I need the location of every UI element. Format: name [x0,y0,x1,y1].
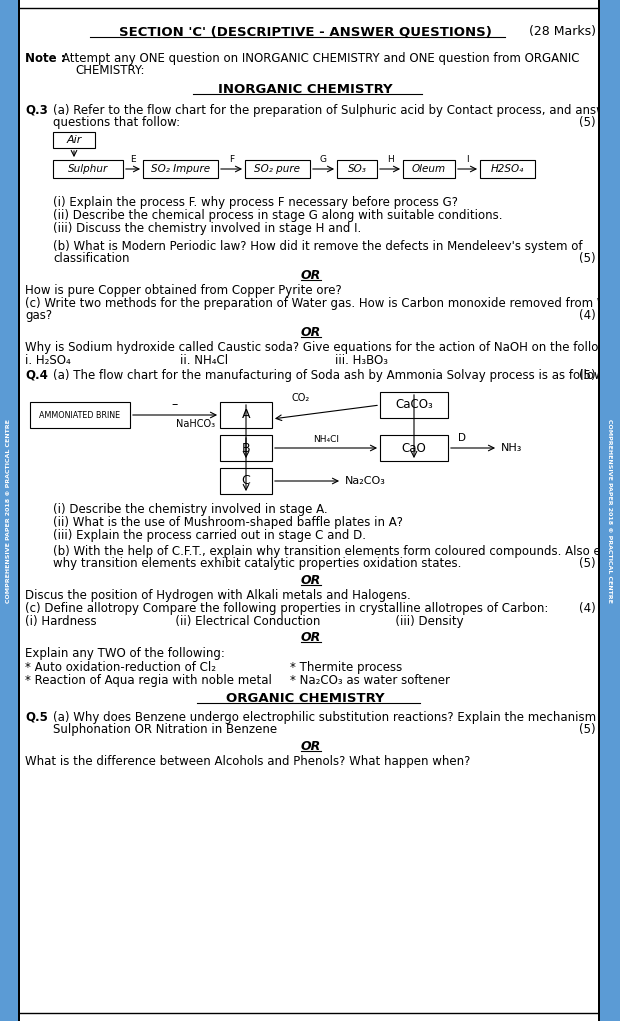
Bar [53,160,123,178]
Text: Why is Sodium hydroxide called Caustic soda? Give equations for the action of Na: Why is Sodium hydroxide called Caustic s… [25,341,620,354]
Bar [480,160,535,178]
Text: NH₃: NH₃ [501,443,523,453]
Text: CaCO₃: CaCO₃ [395,398,433,411]
Bar [18,0,20,1021]
Text: OR: OR [300,740,321,753]
Text: Air: Air [66,135,82,145]
Text: why transition elements exhibit catalytic properties oxidation states.: why transition elements exhibit catalyti… [53,557,461,570]
Text: Q.3: Q.3 [25,104,48,117]
Text: (5): (5) [579,723,596,736]
Text: OR: OR [300,269,321,282]
Text: CO₂: CO₂ [292,393,310,403]
Text: OR: OR [300,574,321,587]
Text: AMMONIATED BRINE: AMMONIATED BRINE [40,410,120,420]
Text: Explain any TWO of the following:: Explain any TWO of the following: [25,647,225,660]
Text: (4): (4) [579,602,596,615]
Text: ORGANIC CHEMISTRY: ORGANIC CHEMISTRY [226,692,384,704]
Text: classification: classification [53,252,130,265]
Text: (a) Refer to the flow chart for the preparation of Sulphuric acid by Contact pro: (a) Refer to the flow chart for the prep… [53,104,620,117]
Bar [220,402,272,428]
Bar [30,402,130,428]
Text: * Thermite process: * Thermite process [290,661,402,674]
Text: * Na₂CO₃ as water softener: * Na₂CO₃ as water softener [290,674,450,687]
Text: iii. H₃BO₃: iii. H₃BO₃ [335,354,388,367]
Text: (i) Describe the chemistry involved in stage A.: (i) Describe the chemistry involved in s… [53,503,327,516]
Text: (5): (5) [579,557,596,570]
Text: Na₂CO₃: Na₂CO₃ [345,476,386,486]
Text: C: C [242,475,250,487]
Text: (4): (4) [579,309,596,322]
Text: (b) With the help of C.F.T., explain why transition elements form coloured compo: (b) With the help of C.F.T., explain why… [53,545,620,558]
Text: –: – [172,398,178,411]
Text: questions that follow:: questions that follow: [53,116,180,129]
Bar [143,160,218,178]
Text: Oleum: Oleum [412,164,446,174]
Text: (5): (5) [579,252,596,265]
Text: H2SO₄: H2SO₄ [491,164,524,174]
Text: Q.5: Q.5 [25,711,48,724]
Text: H: H [387,155,393,164]
Text: A: A [242,408,250,422]
Text: NH₄Cl: NH₄Cl [313,435,339,444]
Text: Q.4: Q.4 [25,369,48,382]
Text: Note :: Note : [25,52,66,65]
Text: Sulphur: Sulphur [68,164,108,174]
Text: F: F [229,155,234,164]
Text: i. H₂SO₄: i. H₂SO₄ [25,354,71,367]
Text: * Reaction of Aqua regia with noble metal: * Reaction of Aqua regia with noble meta… [25,674,272,687]
Text: (iii) Discuss the chemistry involved in stage H and I.: (iii) Discuss the chemistry involved in … [53,222,361,235]
Bar [600,0,620,1021]
Text: (i) Explain the process F. why process F necessary before process G?: (i) Explain the process F. why process F… [53,196,458,209]
Bar [337,160,377,178]
Text: (5): (5) [579,116,596,129]
Bar [380,435,448,461]
Text: ii. NH₄Cl: ii. NH₄Cl [180,354,228,367]
Text: SO₃: SO₃ [348,164,366,174]
Text: * Auto oxidation-reduction of Cl₂: * Auto oxidation-reduction of Cl₂ [25,661,216,674]
Text: (5): (5) [579,369,596,382]
Bar [220,435,272,461]
Text: CHEMISTRY:: CHEMISTRY: [75,64,144,77]
Text: Attempt any ONE question on INORGANIC CHEMISTRY and ONE question from ORGANIC: Attempt any ONE question on INORGANIC CH… [62,52,580,65]
Text: COMPREHENSIVE PAPER 2018 © PRACTICAL CENTRE: COMPREHENSIVE PAPER 2018 © PRACTICAL CEN… [6,419,12,603]
Bar [53,132,95,148]
Text: I: I [466,155,469,164]
Text: Discus the position of Hydrogen with Alkali metals and Halogens.: Discus the position of Hydrogen with Alk… [25,589,410,602]
Text: Sulphonation OR Nitration in Benzene: Sulphonation OR Nitration in Benzene [53,723,277,736]
Bar [245,160,310,178]
Text: (i) Hardness                     (ii) Electrical Conduction                    (: (i) Hardness (ii) Electrical Conduction … [25,615,464,628]
Text: COMPREHENSIVE PAPER 2018 © PRACTICAL CENTRE: COMPREHENSIVE PAPER 2018 © PRACTICAL CEN… [606,419,611,603]
Text: (ii) Describe the chemical process in stage G along with suitable conditions.: (ii) Describe the chemical process in st… [53,209,502,222]
Bar [403,160,455,178]
Text: gas?: gas? [25,309,52,322]
Text: (28 Marks): (28 Marks) [529,26,596,39]
Text: How is pure Copper obtained from Copper Pyrite ore?: How is pure Copper obtained from Copper … [25,284,342,297]
Text: (b) What is Modern Periodic law? How did it remove the defects in Mendeleev's sy: (b) What is Modern Periodic law? How did… [53,240,583,253]
Text: (c) Write two methods for the preparation of Water gas. How is Carbon monoxide r: (c) Write two methods for the preparatio… [25,297,620,310]
Text: (iii) Explain the process carried out in stage C and D.: (iii) Explain the process carried out in… [53,529,366,542]
Text: SO₂ pure: SO₂ pure [254,164,301,174]
Bar [220,468,272,494]
Text: B: B [242,441,250,454]
Bar [598,0,600,1021]
Text: E: E [130,155,136,164]
Text: INORGANIC CHEMISTRY: INORGANIC CHEMISTRY [218,83,392,96]
Bar [380,392,448,418]
Bar [0,0,18,1021]
Text: CaO: CaO [402,441,427,454]
Text: (a) Why does Benzene undergo electrophilic substitution reactions? Explain the m: (a) Why does Benzene undergo electrophil… [53,711,611,724]
Text: (c) Define allotropy Compare the following properties in crystalline allotropes : (c) Define allotropy Compare the followi… [25,602,548,615]
Text: OR: OR [300,631,321,644]
Text: (a) The flow chart for the manufacturing of Soda ash by Ammonia Solvay process i: (a) The flow chart for the manufacturing… [53,369,614,382]
Text: SO₂ Impure: SO₂ Impure [151,164,210,174]
Text: D: D [458,433,466,443]
Text: (ii) What is the use of Mushroom-shaped baffle plates in A?: (ii) What is the use of Mushroom-shaped … [53,516,403,529]
Text: SECTION 'C' (DESCRIPTIVE - ANSWER QUESTIONS): SECTION 'C' (DESCRIPTIVE - ANSWER QUESTI… [118,26,492,39]
Text: What is the difference between Alcohols and Phenols? What happen when?: What is the difference between Alcohols … [25,755,471,768]
Text: NaHCO₃: NaHCO₃ [176,419,215,429]
Text: OR: OR [300,326,321,339]
Text: G: G [320,155,327,164]
